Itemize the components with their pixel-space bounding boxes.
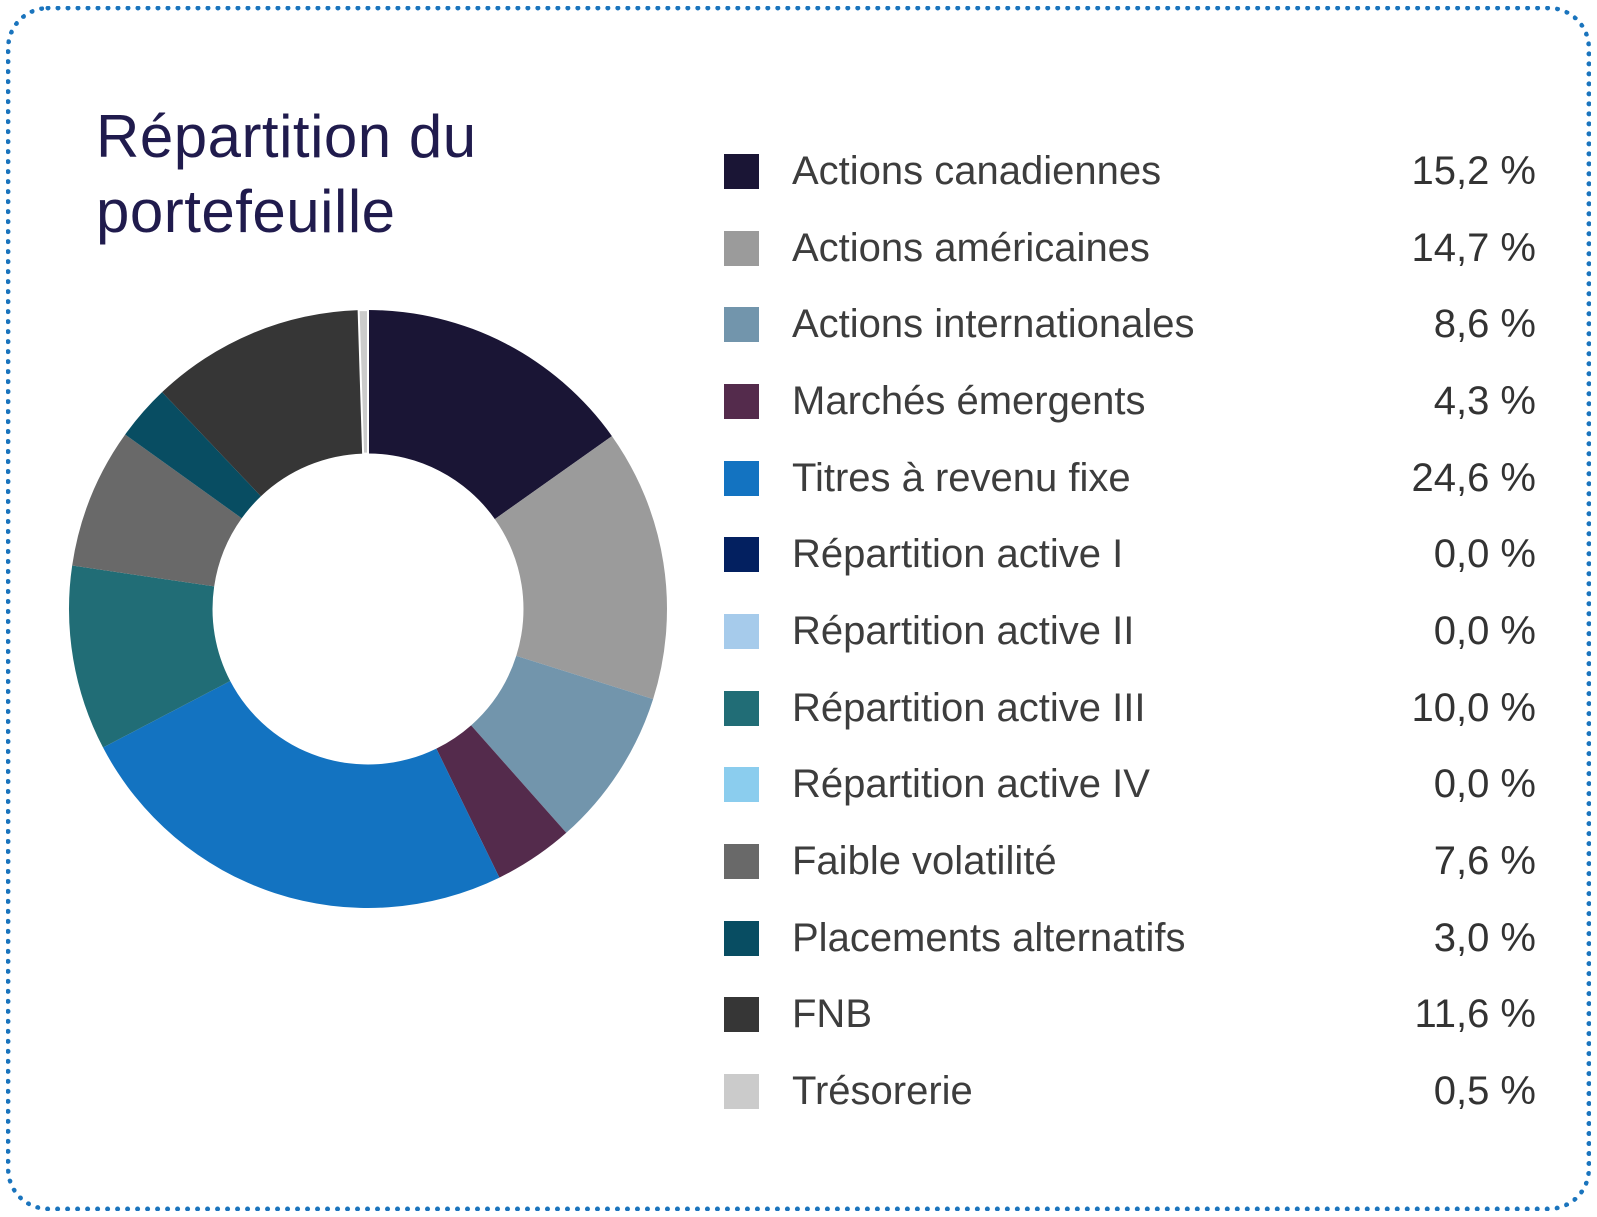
legend-value: 0,0 %: [1433, 762, 1536, 807]
legend-swatch: [724, 920, 759, 956]
legend-value: 7,6 %: [1433, 839, 1536, 884]
legend-label: Répartition active I: [792, 532, 1124, 577]
legend-item: Actions américaines 14,7 %: [724, 210, 1536, 287]
legend-swatch: [724, 690, 759, 726]
donut-slice: [162, 310, 364, 497]
legend-swatch: [724, 537, 759, 573]
legend-item: Répartition active III 10,0 %: [724, 670, 1536, 747]
donut-slice: [69, 565, 231, 748]
legend-swatch: [724, 460, 759, 496]
legend-item: Titres à revenu fixe 24,6 %: [724, 440, 1536, 517]
legend-label: Répartition active II: [792, 608, 1135, 653]
legend-value: 24,6 %: [1411, 455, 1536, 500]
legend-value: 14,7 %: [1411, 225, 1536, 270]
legend-swatch: [724, 997, 759, 1033]
legend-item: Faible volatilité 7,6 %: [724, 823, 1536, 900]
legend-swatch: [724, 383, 759, 419]
legend-item: Actions internationales 8,6 %: [724, 286, 1536, 363]
legend-item: Marchés émergents 4,3 %: [724, 363, 1536, 440]
donut-slice: [494, 436, 667, 700]
legend-label: Titres à revenu fixe: [792, 455, 1131, 500]
legend-item: FNB 11,6 %: [724, 977, 1536, 1054]
legend-label: Répartition active III: [792, 685, 1146, 730]
legend-swatch: [724, 153, 759, 189]
legend-swatch: [724, 613, 759, 649]
legend-value: 0,5 %: [1433, 1069, 1536, 1114]
legend-item: Actions canadiennes 15,2 %: [724, 133, 1536, 210]
donut-slice: [125, 392, 261, 519]
legend-value: 11,6 %: [1414, 992, 1536, 1037]
legend-swatch: [724, 767, 759, 803]
legend: Actions canadiennes 15,2 % Actions américa…: [724, 133, 1536, 1130]
legend-item: Trésorerie 0,5 %: [724, 1053, 1536, 1130]
donut-slice: [368, 310, 612, 520]
legend-swatch: [724, 844, 759, 880]
donut-chart: [58, 299, 678, 919]
legend-label: Actions américaines: [792, 225, 1150, 270]
legend-label: Actions canadiennes: [792, 148, 1162, 193]
dotted-border-card: Répartition du portefeuille Actions cana…: [6, 6, 1591, 1211]
donut-slice: [357, 308, 369, 455]
legend-value: 0,0 %: [1433, 608, 1536, 653]
legend-label: Faible volatilité: [792, 839, 1057, 884]
legend-value: 4,3 %: [1433, 378, 1536, 423]
donut-slice: [471, 655, 654, 833]
legend-value: 0,0 %: [1433, 532, 1536, 577]
legend-label: Trésorerie: [792, 1069, 973, 1114]
legend-label: FNB: [792, 992, 872, 1037]
legend-value: 10,0 %: [1411, 685, 1536, 730]
legend-item: Répartition active IV 0,0 %: [724, 747, 1536, 824]
legend-label: Placements alternatifs: [792, 915, 1186, 960]
donut-slice: [436, 725, 567, 878]
legend-item: Placements alternatifs 3,0 %: [724, 900, 1536, 977]
legend-value: 8,6 %: [1433, 302, 1536, 347]
legend-label: Marchés émergents: [792, 378, 1146, 423]
legend-label: Actions internationales: [792, 302, 1195, 347]
legend-value: 3,0 %: [1433, 915, 1536, 960]
legend-item: Répartition active II 0,0 %: [724, 593, 1536, 670]
legend-swatch: [724, 1074, 759, 1110]
legend-swatch: [724, 307, 759, 343]
legend-label: Répartition active IV: [792, 762, 1150, 807]
chart-title: Répartition du portefeuille: [96, 103, 477, 245]
donut-slice: [103, 681, 500, 909]
legend-swatch: [724, 230, 759, 266]
donut-slice: [72, 434, 242, 587]
legend-item: Répartition active I 0,0 %: [724, 516, 1536, 593]
donut-chart-svg: [69, 308, 667, 909]
legend-value: 15,2 %: [1411, 148, 1536, 193]
